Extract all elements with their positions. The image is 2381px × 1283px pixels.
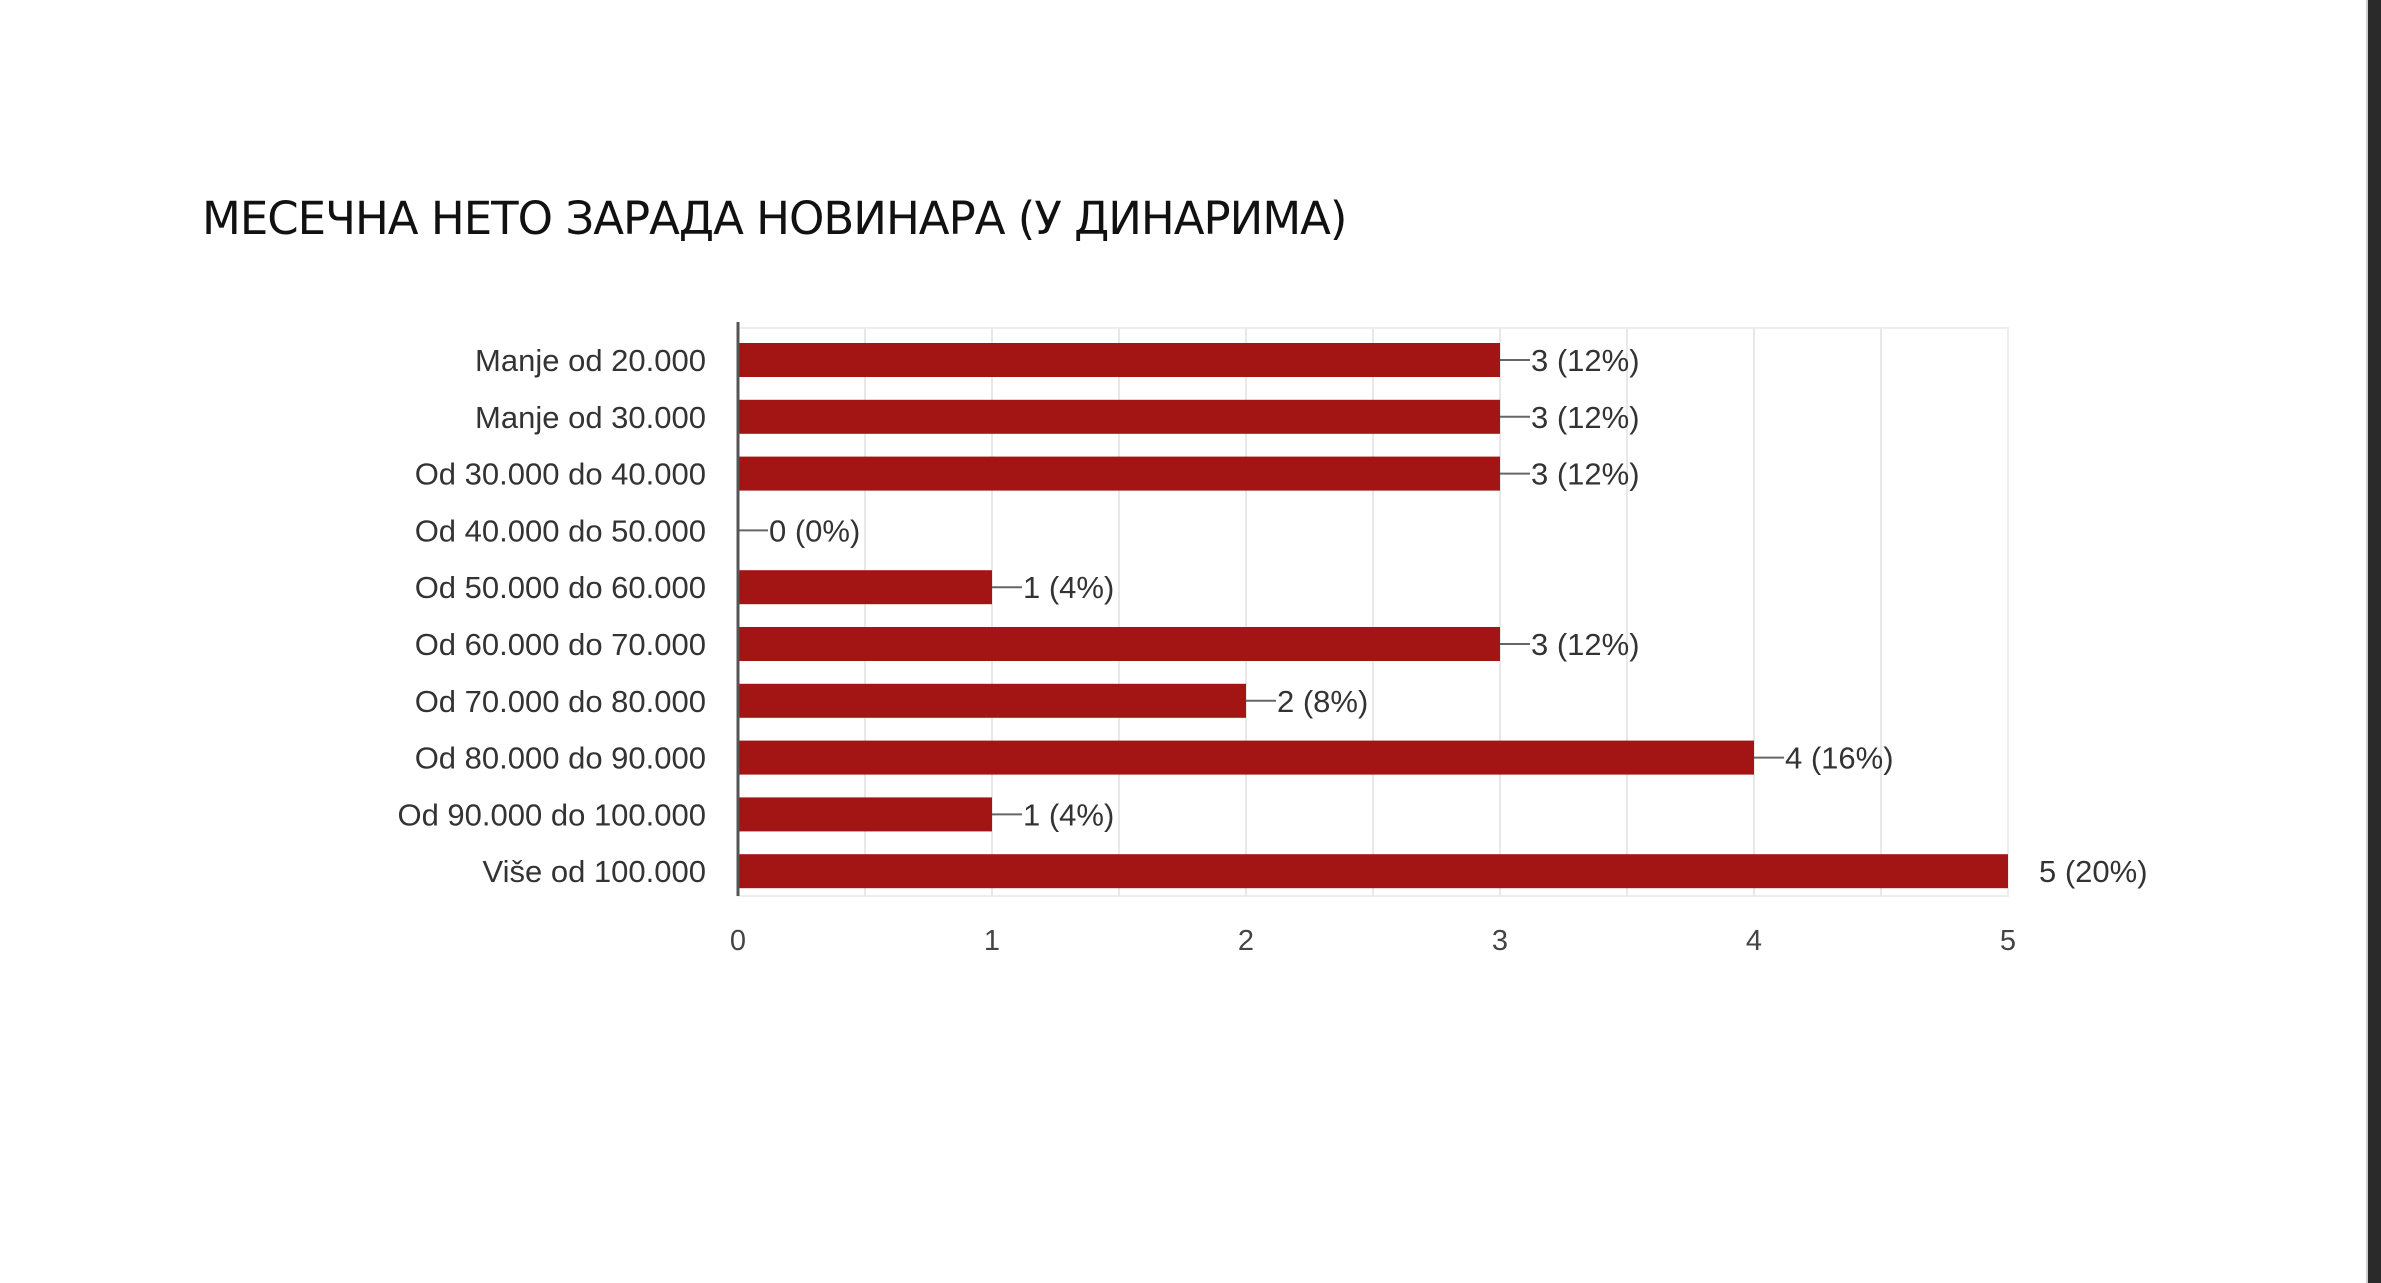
window-edge	[2366, 0, 2381, 1283]
category-label: Od 80.000 do 90.000	[415, 741, 706, 776]
data-label: 3 (12%)	[1531, 627, 1640, 662]
category-label: Od 40.000 do 50.000	[415, 513, 706, 548]
category-label: Od 30.000 do 40.000	[415, 457, 706, 492]
data-label: 0 (0%)	[769, 513, 860, 548]
category-label: Više od 100.000	[482, 854, 706, 889]
x-tick-label: 2	[1238, 925, 1254, 957]
bar	[738, 399, 1500, 434]
bar	[738, 570, 992, 605]
data-label: 3 (12%)	[1531, 457, 1640, 492]
bar	[738, 627, 1500, 661]
x-tick-label: 1	[984, 925, 1000, 957]
bar	[738, 854, 2008, 889]
category-label: Od 50.000 do 60.000	[415, 570, 706, 605]
bar	[738, 797, 992, 832]
x-tick-label: 3	[1492, 925, 1508, 957]
bar	[738, 343, 1500, 377]
data-label: 3 (12%)	[1531, 400, 1640, 435]
category-label: Od 70.000 do 80.000	[415, 684, 706, 719]
data-label: 5 (20%)	[2039, 854, 2148, 889]
data-label: 3 (12%)	[1531, 343, 1640, 378]
category-label: Od 90.000 do 100.000	[397, 797, 706, 832]
data-label: 1 (4%)	[1023, 797, 1114, 832]
x-tick-label: 4	[1746, 925, 1762, 957]
data-label: 4 (16%)	[1785, 741, 1894, 776]
category-label: Od 60.000 do 70.000	[415, 627, 706, 662]
bar	[738, 683, 1246, 718]
data-label: 2 (8%)	[1277, 684, 1368, 719]
bar	[738, 456, 1500, 491]
x-tick-label: 5	[2000, 925, 2016, 957]
category-label: Manje od 20.000	[475, 343, 706, 378]
category-label: Manje od 30.000	[475, 400, 706, 435]
bar	[738, 740, 1754, 775]
data-label: 1 (4%)	[1023, 570, 1114, 605]
chart-title: МЕСЕЧНА НЕТО ЗАРАДА НОВИНАРА (У ДИНАРИМА…	[202, 192, 1347, 245]
x-tick-label: 0	[730, 925, 746, 957]
